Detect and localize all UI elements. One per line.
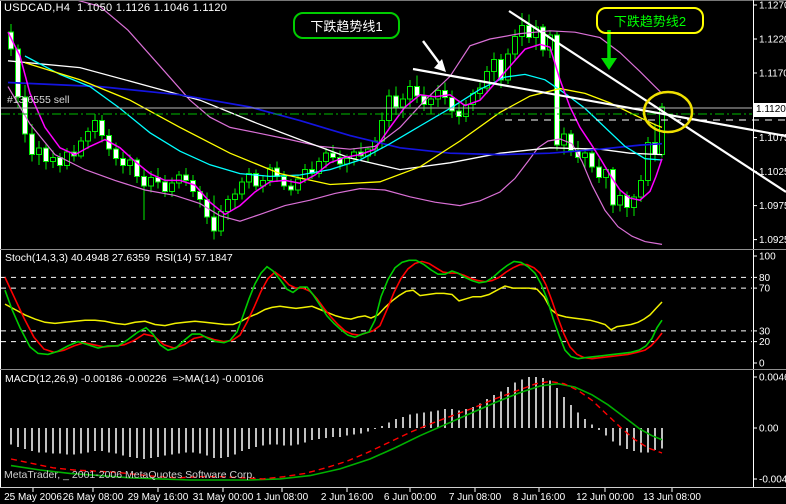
time-axis-label: 6 Jun 00:00 xyxy=(384,492,437,503)
white-ma-line xyxy=(7,60,663,171)
macd-axis-label: 0.00 xyxy=(759,424,779,435)
stoch-axis-label: 70 xyxy=(759,284,771,295)
macd-axis-label: -0.00461 xyxy=(759,475,786,486)
macd-histogram xyxy=(10,377,663,459)
bollinger-lower-line xyxy=(7,86,663,245)
stoch-axis-label: 100 xyxy=(759,252,776,263)
stoch-axis-label: 20 xyxy=(759,337,771,348)
price-axis-label: 1.1270 xyxy=(759,1,786,12)
trendline2-annotation-text: 下跌趋势线2 xyxy=(613,14,687,29)
pane-frame xyxy=(0,0,786,488)
down-trendline-1[interactable] xyxy=(412,67,786,138)
bollinger-upper-line xyxy=(77,1,663,150)
green-down-arrow-head-icon xyxy=(601,58,617,70)
breakout-circle-icon[interactable] xyxy=(642,90,694,134)
time-axis-label: 8 Jun 16:00 xyxy=(513,492,566,503)
stoch-rsi-pane[interactable] xyxy=(1,259,753,360)
time-axis-label: 2 Jun 16:00 xyxy=(321,492,374,503)
stoch-main-line xyxy=(4,259,663,360)
time-axis-label: 13 Jun 08:00 xyxy=(643,492,701,503)
copyright-watermark: MetaTrader, _ 2001-2006 MetaQuotes Softw… xyxy=(4,469,256,481)
time-axis-label: 29 May 16:00 xyxy=(128,492,189,503)
time-axis[interactable]: 25 May 2006 26 May 08:00 29 May 16:00 31 Ma… xyxy=(4,488,701,503)
trendline1-annotation-box[interactable]: 下跌趋势线1 xyxy=(293,12,400,39)
stoch-indicator-label: Stoch(14,3,3) 40.4948 27.6359 RSI(14) 57… xyxy=(5,252,233,264)
time-axis-label: 1 Jun 08:00 xyxy=(256,492,309,503)
stoch-axis-label: 30 xyxy=(759,326,771,337)
sell-order-label: #13;6555 sell xyxy=(7,94,70,106)
blue-ma-line xyxy=(7,81,663,156)
time-axis-label: 25 May 2006 xyxy=(4,492,62,503)
current-price-box: 1.1120 xyxy=(754,103,786,117)
price-axis-label: 1.1075 xyxy=(759,133,786,144)
price-axis-label: 1.1025 xyxy=(759,167,786,178)
magenta-ma-line xyxy=(7,31,663,216)
price-axis-label: 1.0975 xyxy=(759,201,786,212)
time-axis-label: 7 Jun 08:00 xyxy=(449,492,502,503)
rsi-line xyxy=(4,285,663,331)
white-pointer-arrow-head-icon xyxy=(434,59,446,72)
macd-signal-line xyxy=(10,380,663,480)
yellow-ma-line xyxy=(24,62,663,186)
price-axis[interactable]: 1.1270 1.1220 1.1170 1.1075 1.1025 1.0975 1.09… xyxy=(753,1,786,486)
price-axis-label: 1.0925 xyxy=(759,235,786,246)
macd-ma14-line xyxy=(10,382,663,481)
stoch-signal-line xyxy=(4,260,663,360)
main-price-pane[interactable] xyxy=(1,0,753,245)
trendline1-annotation-text: 下跌趋势线1 xyxy=(310,19,383,34)
stoch-axis-label: 0 xyxy=(759,359,765,370)
stoch-axis-label: 80 xyxy=(759,273,771,284)
time-axis-label: 12 Jun 00:00 xyxy=(576,492,634,503)
macd-pane[interactable] xyxy=(10,377,663,481)
price-axis-label: 1.1220 xyxy=(759,35,786,46)
macd-indicator-label: MACD(12,26,9) -0.00186 -0.00226 =>MA(14)… xyxy=(5,373,264,385)
macd-axis-label: 0.00461 xyxy=(759,372,786,383)
chart-title: USDCAD,H4 1.1050 1.1126 1.1046 1.1120 xyxy=(4,2,228,14)
time-axis-label: 26 May 08:00 xyxy=(63,492,124,503)
price-axis-label: 1.1170 xyxy=(759,69,786,80)
trendline2-annotation-box[interactable]: 下跌趋势线2 xyxy=(596,7,704,34)
time-axis-label: 31 May 00:00 xyxy=(193,492,254,503)
